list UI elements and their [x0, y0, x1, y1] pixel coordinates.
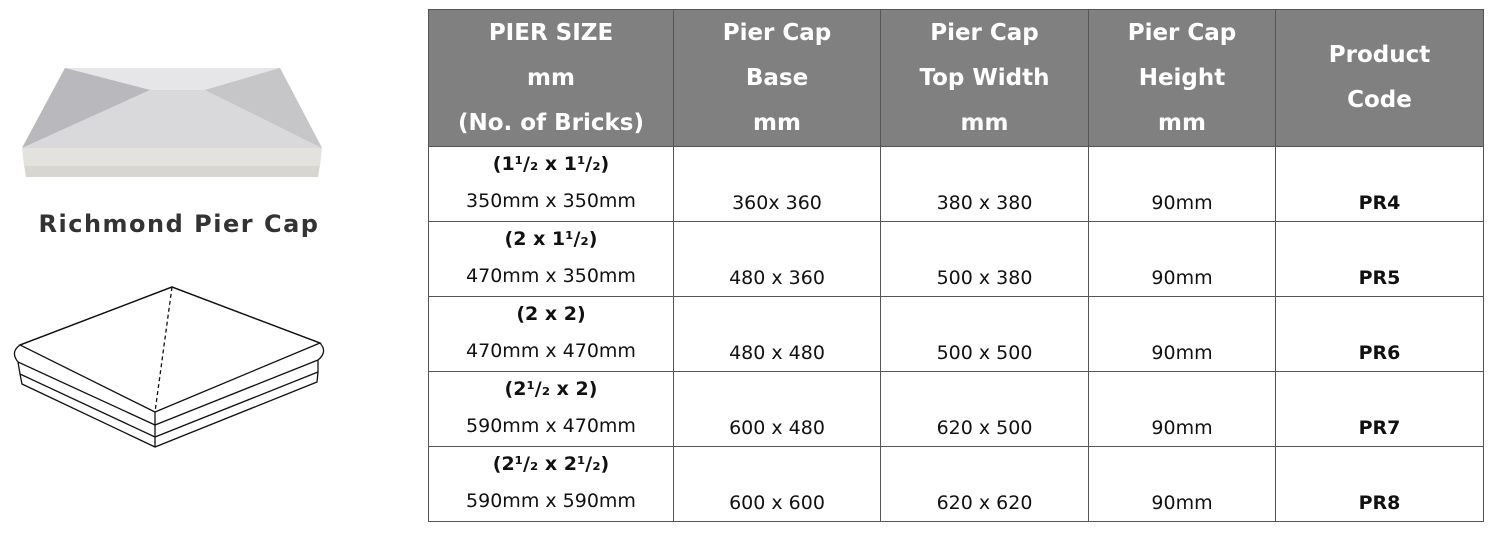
cap-top-width: 380 x 380 — [880, 146, 1089, 222]
cap-height: 90mm — [1088, 296, 1276, 372]
header-line: mm — [527, 64, 575, 91]
pier-size-cell: (2 x 2) 470mm x 470mm — [428, 296, 674, 372]
header-line: PIER SIZE — [488, 19, 614, 46]
cap-height: 90mm — [1088, 221, 1276, 297]
header-cell: Pier Cap Top Width mm — [880, 9, 1089, 147]
header-line: mm — [753, 109, 801, 136]
product-code: PR4 — [1275, 146, 1484, 222]
product-code: PR6 — [1275, 296, 1484, 372]
header-cell: Pier Cap Height mm — [1088, 9, 1276, 147]
cap-top-width: 620 x 500 — [880, 371, 1089, 447]
product-photo — [22, 68, 322, 177]
header-cell: Product Code — [1275, 9, 1484, 147]
header-line: Pier Cap — [722, 19, 832, 46]
cap-base: 360x 360 — [673, 146, 881, 222]
pier-size: 470mm x 470mm — [466, 340, 636, 362]
cap-top-width: 500 x 500 — [880, 296, 1089, 372]
product-title: Richmond Pier Cap — [38, 210, 320, 238]
cap-height: 90mm — [1088, 371, 1276, 447]
pier-size: 470mm x 350mm — [466, 265, 636, 287]
table-row: (2¹/₂ x 2¹/₂) 590mm x 590mm 600 x 600 620 x… — [428, 446, 1484, 522]
header-cell: PIER SIZE mm (No. of Bricks) — [428, 9, 674, 147]
table-row: (2 x 2) 470mm x 470mm 480 x 480 500 x 500 90… — [428, 296, 1484, 372]
spec-table: PIER SIZE mm (No. of Bricks) Pier Cap Base mm… — [428, 9, 1484, 522]
pier-size: 590mm x 470mm — [466, 415, 636, 437]
brick-count: (2 x 1¹/₂) — [504, 228, 598, 250]
header-line: Top Width — [919, 64, 1050, 91]
cap-height: 90mm — [1088, 446, 1276, 522]
pier-size: 350mm x 350mm — [466, 190, 636, 212]
table-row: (2 x 1¹/₂) 470mm x 350mm 480 x 360 500 x 38… — [428, 221, 1484, 297]
product-code: PR8 — [1275, 446, 1484, 522]
cap-base: 480 x 480 — [673, 296, 881, 372]
product-code: PR5 — [1275, 221, 1484, 297]
cap-base: 600 x 600 — [673, 446, 881, 522]
product-illustrations — [13, 68, 325, 448]
cap-height: 90mm — [1088, 146, 1276, 222]
header-row: PIER SIZE mm (No. of Bricks) Pier Cap Base mm… — [428, 9, 1484, 147]
header-line: Pier Cap — [930, 19, 1039, 46]
header-line: Product — [1328, 42, 1431, 68]
header-line: Base — [745, 64, 809, 91]
brick-count: (2¹/₂ x 2¹/₂) — [492, 453, 610, 475]
brick-count: (1¹/₂ x 1¹/₂) — [492, 153, 610, 175]
table-row: (2¹/₂ x 2) 590mm x 470mm 600 x 480 620 x 50… — [428, 371, 1484, 447]
table-row: (1¹/₂ x 1¹/₂) 350mm x 350mm 360x 360 380 x … — [428, 146, 1484, 222]
header-line: (No. of Bricks) — [457, 109, 644, 136]
product-code: PR7 — [1275, 371, 1484, 447]
cap-top-width: 620 x 620 — [880, 446, 1089, 522]
pier-size-cell: (2¹/₂ x 2) 590mm x 470mm — [428, 371, 674, 447]
header-line: Pier Cap — [1127, 19, 1237, 46]
cap-base: 600 x 480 — [673, 371, 881, 447]
pier-size-cell: (2 x 1¹/₂) 470mm x 350mm — [428, 221, 674, 297]
header-line: Height — [1138, 64, 1226, 91]
header-line: mm — [960, 109, 1009, 136]
product-panel: Richmond Pier Cap — [0, 0, 360, 536]
brick-count: (2 x 2) — [516, 303, 586, 325]
header-cell: Pier Cap Base mm — [673, 9, 881, 147]
brick-count: (2¹/₂ x 2) — [504, 378, 598, 400]
cap-base: 480 x 360 — [673, 221, 881, 297]
product-line-drawing — [13, 286, 325, 448]
header-line: Code — [1347, 87, 1412, 113]
header-line: mm — [1158, 109, 1206, 136]
pier-size: 590mm x 590mm — [466, 490, 636, 512]
cap-top-width: 500 x 380 — [880, 221, 1089, 297]
pier-size-cell: (1¹/₂ x 1¹/₂) 350mm x 350mm — [428, 146, 674, 222]
pier-size-cell: (2¹/₂ x 2¹/₂) 590mm x 590mm — [428, 446, 674, 522]
